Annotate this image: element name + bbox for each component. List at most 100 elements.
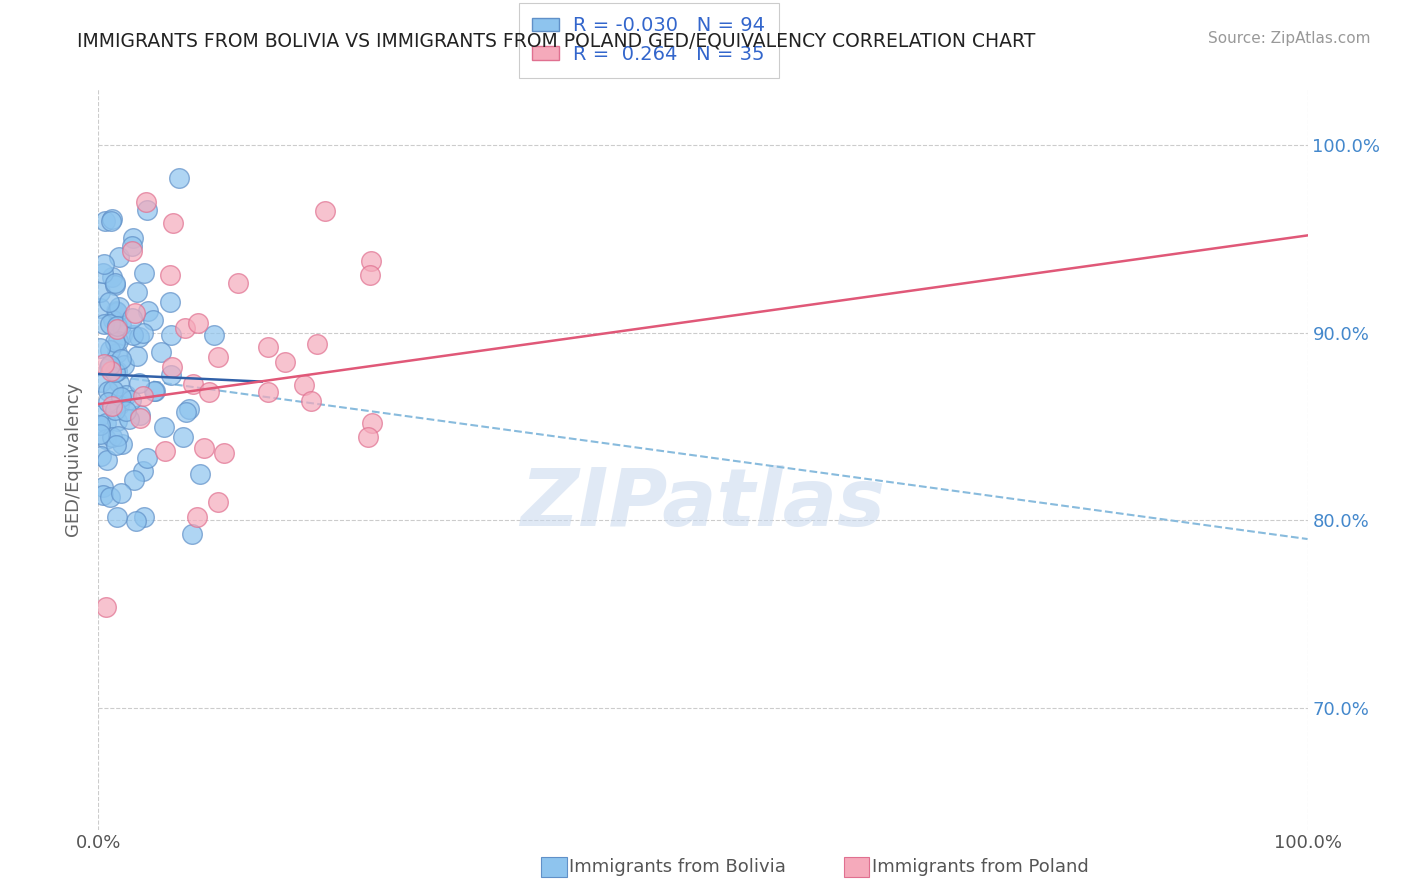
Point [127,285,149,299]
Point [193,442,215,456]
Point [256,340,278,354]
Point [91,480,114,494]
Point [142,313,165,327]
Point [128,376,150,391]
Point [118,411,141,425]
Point [110,390,132,404]
Point [110,351,132,366]
Point [153,444,176,458]
Point [100,364,122,378]
Point [132,326,155,340]
Point [107,301,129,315]
Point [101,312,124,326]
Point [121,231,143,245]
Point [162,360,184,375]
Point [145,384,167,398]
Point [91,267,114,281]
Point [100,214,122,228]
Point [360,416,382,430]
Y-axis label: GED/Equivalency: GED/Equivalency [65,383,83,536]
Point [174,321,197,335]
Point [129,408,152,422]
Point [112,358,135,372]
Point [101,269,124,284]
Point [226,276,249,290]
Point [136,450,159,465]
Point [131,464,153,478]
Point [90,409,112,423]
Point [186,510,208,524]
Text: IMMIGRANTS FROM BOLIVIA VS IMMIGRANTS FROM POLAND GED/EQUIVALENCY CORRELATION CH: IMMIGRANTS FROM BOLIVIA VS IMMIGRANTS FR… [77,31,1036,50]
Point [103,366,125,380]
Point [101,399,124,413]
Point [212,445,235,459]
Point [107,428,129,442]
Point [124,473,146,487]
Point [143,384,166,399]
Point [94,416,117,430]
Point [89,285,111,300]
Point [104,335,127,350]
Point [89,418,111,433]
Point [97,359,120,374]
Point [110,318,132,333]
Point [101,384,124,398]
Point [197,384,219,399]
Point [91,488,114,502]
Point [181,527,204,541]
Point [100,211,122,226]
Point [159,268,181,283]
Point [105,364,128,378]
Point [114,404,136,418]
Point [96,432,118,446]
Point [174,405,197,419]
Point [115,388,138,402]
Point [98,343,121,358]
Point [104,277,127,291]
Point [97,384,120,398]
Point [98,317,121,331]
Point [105,318,128,333]
Point [188,467,211,482]
Point [120,392,142,407]
Point [89,341,111,355]
Text: ZIPatlas: ZIPatlas [520,465,886,543]
Point [160,328,183,343]
Text: Source: ZipAtlas.com: Source: ZipAtlas.com [1208,31,1371,46]
Point [181,376,204,391]
Point [273,355,295,369]
Point [125,349,148,363]
Point [359,268,381,283]
Point [98,294,121,309]
Point [134,510,156,524]
Point [132,389,155,403]
Point [111,437,134,451]
Point [108,376,131,390]
Point [89,301,111,316]
Point [207,350,229,364]
Point [257,384,280,399]
Point [105,510,128,524]
Text: Immigrants from Bolivia: Immigrants from Bolivia [569,858,786,876]
Point [108,250,131,264]
Point [153,420,176,434]
Point [159,295,181,310]
Point [207,495,229,509]
Point [177,401,200,416]
Point [89,427,111,442]
Point [128,329,150,343]
Point [357,430,380,444]
Point [104,277,127,292]
Point [122,328,145,343]
Point [98,358,121,372]
Point [97,395,120,409]
Point [105,437,128,451]
Point [105,414,128,428]
Point [96,453,118,467]
Point [121,310,143,325]
Point [107,322,129,336]
Point [94,214,117,228]
Point [93,257,115,271]
Point [187,316,209,330]
Point [169,171,191,186]
